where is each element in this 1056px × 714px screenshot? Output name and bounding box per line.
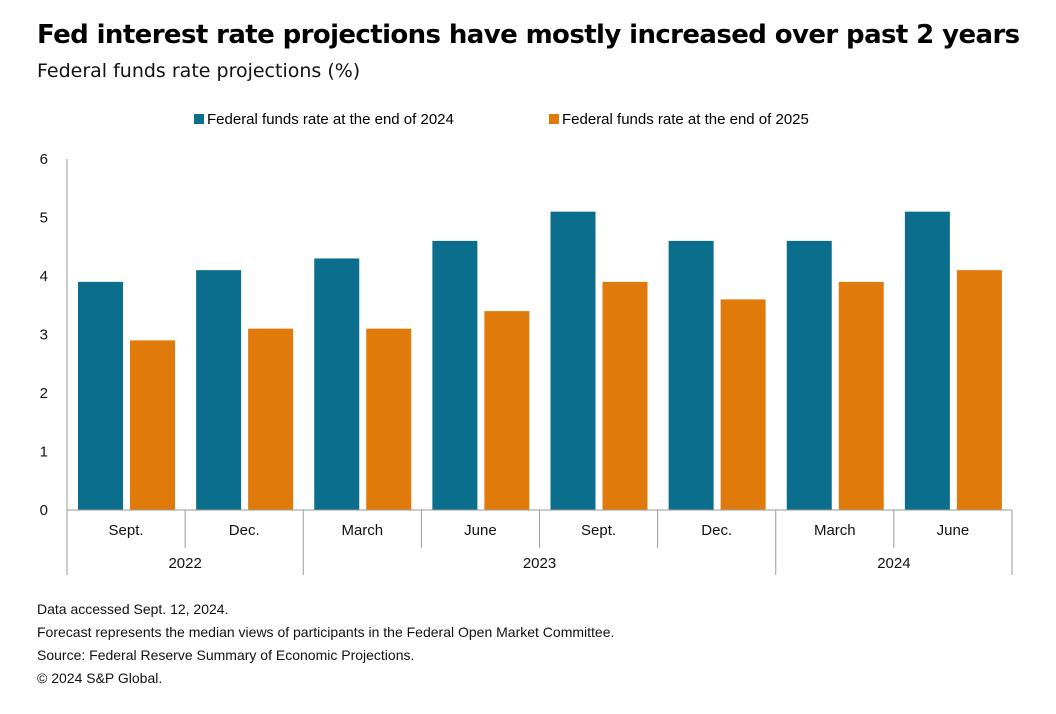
y-tick-label: 1 xyxy=(40,444,48,461)
bar-series1-7 xyxy=(786,240,832,510)
bar-series1-4 xyxy=(432,240,478,510)
bar-chart: 0 1 2 3 4 5 6 Sept. Dec. March June Sept. Dec. March J… xyxy=(40,151,1013,575)
footnote-data-accessed: Data accessed Sept. 12, 2024. xyxy=(37,601,229,617)
legend-swatch-2025 xyxy=(549,114,559,124)
footnote-source: Source: Federal Reserve Summary of Econo… xyxy=(37,647,415,663)
y-tick-label: 3 xyxy=(40,327,48,344)
group-label: 2024 xyxy=(877,555,910,572)
legend-item-2025: Federal funds rate at the end of 2025 xyxy=(549,111,809,128)
bar-series2-3 xyxy=(366,328,412,510)
bar-series2-5 xyxy=(602,281,648,510)
legend-swatch-2024 xyxy=(194,114,204,124)
x-tick-label: March xyxy=(814,522,856,539)
x-tick-label: Sept. xyxy=(581,522,616,539)
bar-series2-7 xyxy=(838,281,884,510)
y-tick-label: 2 xyxy=(40,385,48,402)
footnote-copyright: © 2024 S&P Global. xyxy=(37,670,163,686)
y-tick-label: 6 xyxy=(40,151,48,168)
y-tick-label: 5 xyxy=(40,210,48,227)
x-tick-label: Sept. xyxy=(109,522,144,539)
bar-series1-2 xyxy=(196,270,242,510)
group-label: 2023 xyxy=(523,555,556,572)
bar-series1-5 xyxy=(550,211,596,510)
legend-item-2024: Federal funds rate at the end of 2024 xyxy=(194,111,454,128)
bar-series2-2 xyxy=(248,328,294,510)
x-tick-label: June xyxy=(937,522,970,539)
bar-series1-8 xyxy=(904,211,950,510)
bar-series1-1 xyxy=(78,281,123,510)
bar-series2-1 xyxy=(130,340,175,510)
y-tick-label: 4 xyxy=(40,268,48,285)
legend-label-2025: Federal funds rate at the end of 2025 xyxy=(562,111,809,128)
y-tick-label: 0 xyxy=(40,502,48,519)
bar-series2-4 xyxy=(484,311,530,510)
legend-label-2024: Federal funds rate at the end of 2024 xyxy=(207,111,454,128)
chart-title: Fed interest rate projections have mostl… xyxy=(37,20,1020,50)
bar-series2-6 xyxy=(720,299,766,510)
x-tick-label: Dec. xyxy=(701,522,732,539)
x-tick-label: June xyxy=(464,522,497,539)
x-tick-label: March xyxy=(341,522,383,539)
group-label: 2022 xyxy=(168,555,201,572)
x-tick-label: Dec. xyxy=(229,522,260,539)
footnote-forecast: Forecast represents the median views of … xyxy=(37,624,615,640)
bar-series2-8 xyxy=(956,270,1002,510)
bar-series1-3 xyxy=(314,258,360,510)
chart-subtitle: Federal funds rate projections (%) xyxy=(37,60,361,82)
bar-series1-6 xyxy=(668,240,714,510)
footnotes: Data accessed Sept. 12, 2024. Forecast r… xyxy=(37,598,614,690)
